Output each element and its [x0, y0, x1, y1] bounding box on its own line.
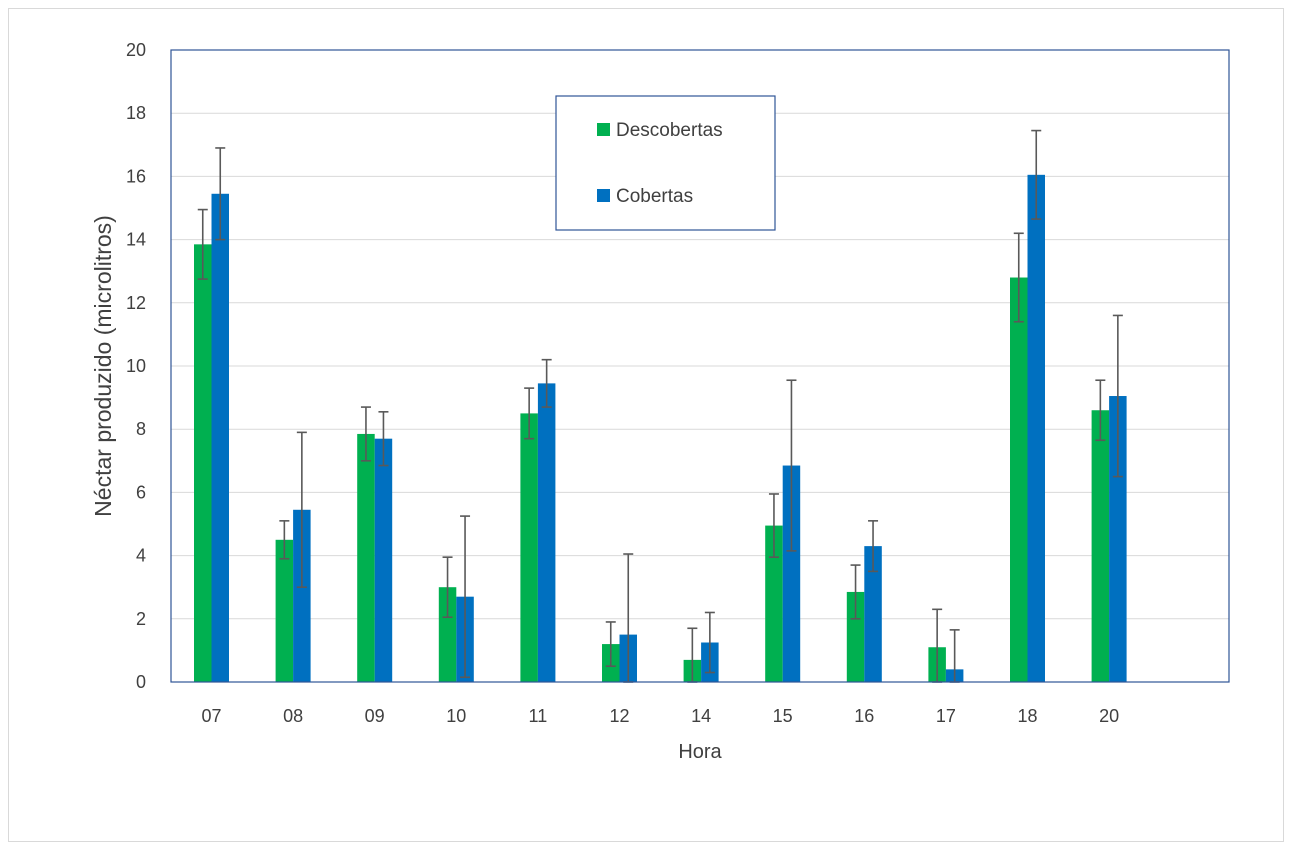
- y-tick-label: 6: [136, 482, 146, 502]
- y-tick-label: 0: [136, 672, 146, 692]
- y-tick-label: 14: [126, 230, 146, 250]
- x-tick-label: 07: [201, 706, 221, 726]
- error-bar-cobertas-20: [1112, 314, 1123, 478]
- error-bar-descobertas-15: [768, 493, 779, 558]
- bar-cobertas-20: [1109, 396, 1127, 682]
- x-axis-title: Hora: [678, 741, 722, 763]
- error-bar-cobertas-09: [378, 411, 389, 467]
- error-bar-descobertas-10: [442, 556, 453, 619]
- bar-cobertas-07: [211, 193, 229, 682]
- bar-cobertas-11: [537, 383, 556, 682]
- error-bar-cobertas-10: [460, 515, 471, 679]
- x-tick-label: 12: [609, 706, 629, 726]
- error-bar-descobertas-16: [850, 564, 861, 620]
- bar-descobertas-08: [275, 539, 294, 682]
- legend: Descobertas Cobertas: [555, 95, 776, 231]
- x-tick-label: 09: [365, 706, 385, 726]
- error-bar-cobertas-16: [868, 520, 879, 573]
- bar-descobertas-10: [438, 587, 457, 682]
- error-bar-descobertas-20: [1095, 379, 1106, 442]
- bar-cobertas-08: [293, 509, 311, 682]
- error-bar-descobertas-08: [279, 520, 290, 560]
- y-tick-label: 20: [126, 40, 146, 60]
- bar-cobertas-18: [1027, 174, 1045, 682]
- error-bar-cobertas-18: [1031, 129, 1042, 220]
- y-axis-title: Néctar produzido (microlitros): [90, 215, 116, 517]
- y-tick-label: 16: [126, 166, 146, 186]
- y-tick-label: 2: [136, 609, 146, 629]
- bar-descobertas-15: [765, 525, 783, 682]
- y-tick-label: 8: [136, 419, 146, 439]
- error-bar-cobertas-14: [704, 611, 715, 674]
- x-tick-label: 16: [854, 706, 874, 726]
- x-tick-label: 15: [773, 706, 793, 726]
- x-tick-label: 11: [529, 706, 548, 726]
- error-bar-descobertas-18: [1013, 232, 1024, 323]
- error-bar-descobertas-07: [197, 208, 208, 280]
- bar-descobertas-07: [194, 244, 212, 682]
- x-tick-label: 17: [936, 706, 956, 726]
- bar-descobertas-09: [357, 433, 375, 682]
- x-tick-label: 20: [1099, 706, 1119, 726]
- y-tick-label: 12: [126, 293, 146, 313]
- y-axis: 0 2 4 6 8 10 12 14 16 18 20: [126, 40, 146, 692]
- error-bar-descobertas-11: [524, 387, 535, 440]
- bar-descobertas-11: [520, 413, 538, 682]
- error-bar-cobertas-15: [786, 379, 797, 552]
- x-tick-label: 18: [1017, 706, 1037, 726]
- bars: [194, 174, 1127, 682]
- legend-box: [555, 95, 776, 231]
- bar-cobertas-09: [374, 438, 393, 682]
- legend-swatch-cobertas: [597, 189, 610, 202]
- error-bar-cobertas-08: [296, 431, 307, 589]
- legend-label-cobertas: Cobertas: [616, 186, 693, 207]
- bar-cobertas-16: [864, 546, 882, 682]
- x-tick-label: 14: [691, 706, 711, 726]
- x-axis: 07 08 09 10 11 12 14 15 16 17 18 20: [201, 706, 1119, 726]
- bar-cobertas-15: [782, 465, 801, 682]
- legend-swatch-descobertas: [597, 123, 610, 136]
- x-tick-label: 10: [446, 706, 466, 726]
- bar-descobertas-20: [1091, 410, 1110, 682]
- bar-descobertas-18: [1010, 277, 1028, 682]
- error-bar-descobertas-12: [605, 621, 616, 668]
- y-tick-label: 10: [126, 356, 146, 376]
- error-bars: [197, 129, 1123, 683]
- y-tick-label: 18: [126, 103, 146, 123]
- legend-label-descobertas: Descobertas: [616, 120, 723, 141]
- error-bar-cobertas-11: [541, 358, 552, 408]
- plot-border: [170, 49, 1230, 683]
- y-tick-label: 4: [136, 546, 146, 566]
- bar-descobertas-16: [846, 591, 865, 682]
- error-bar-descobertas-09: [360, 406, 371, 462]
- error-bar-cobertas-07: [215, 147, 226, 241]
- x-tick-label: 08: [283, 706, 303, 726]
